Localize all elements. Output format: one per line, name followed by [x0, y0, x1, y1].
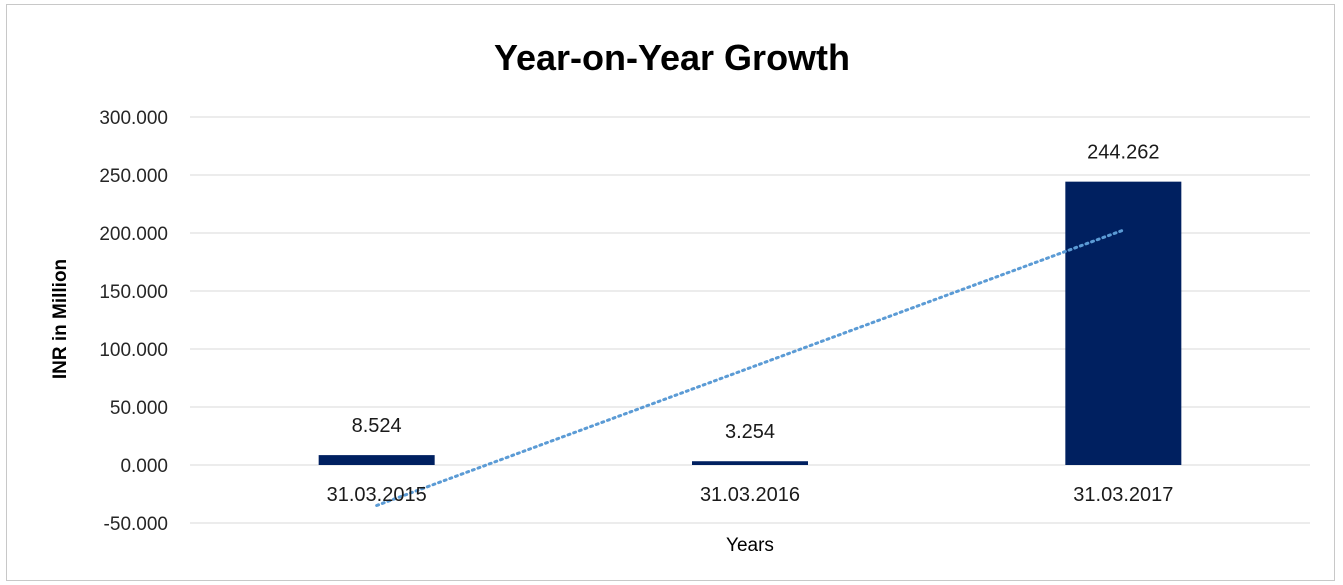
y-tick-label: 300.000	[99, 108, 168, 129]
y-axis-title: INR in Million	[50, 259, 71, 379]
x-tick-label: 31.03.2015	[327, 484, 427, 506]
trendline	[375, 228, 1125, 507]
y-tick-label: 200.000	[99, 224, 168, 245]
bar	[1065, 181, 1182, 466]
chart-title: Year-on-Year Growth	[494, 37, 850, 78]
trendline-group	[375, 228, 1125, 507]
bar	[692, 461, 808, 465]
data-labels: 8.524 3.254 244.262	[352, 142, 1160, 444]
bar	[318, 455, 435, 465]
data-label: 3.254	[725, 421, 775, 443]
bars	[318, 181, 1182, 466]
y-tick-label: 100.000	[99, 340, 168, 361]
y-axis-ticks: -50.000 0.000 50.000 100.000 150.000 200.000 2…	[99, 108, 168, 535]
y-tick-label: 50.000	[110, 398, 168, 419]
y-tick-label: 250.000	[99, 166, 168, 187]
data-label: 244.262	[1087, 142, 1159, 164]
x-axis-title: Years	[726, 535, 774, 556]
y-tick-label: 0.000	[120, 456, 168, 477]
x-tick-label: 31.03.2017	[1073, 484, 1173, 506]
x-tick-label: 31.03.2016	[700, 484, 800, 506]
y-tick-label: 150.000	[99, 282, 168, 303]
data-label: 8.524	[352, 415, 402, 437]
x-axis-ticks: 31.03.2015 31.03.2016 31.03.2017	[327, 484, 1174, 506]
y-tick-label: -50.000	[104, 514, 168, 535]
